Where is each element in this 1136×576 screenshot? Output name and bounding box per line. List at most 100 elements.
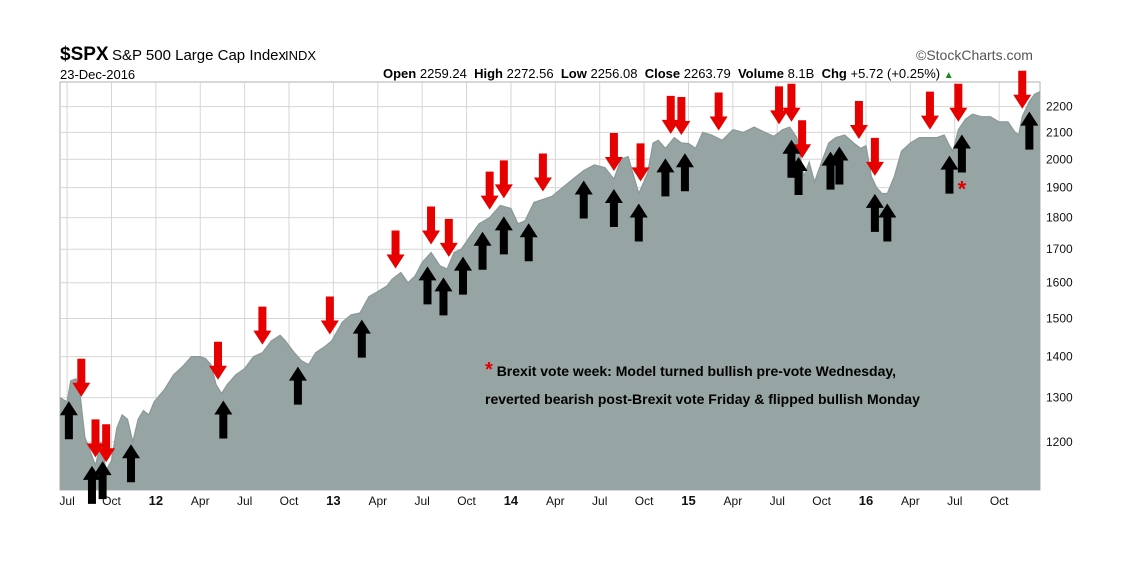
y-axis-ticks: 1200 1300 1400 1500 1600 1700 1800 1900 2000 2100… [1046, 100, 1073, 449]
x-tick-label: Apr [724, 494, 743, 508]
x-tick-label: Oct [990, 494, 1009, 508]
x-tick-label: 13 [326, 493, 340, 508]
x-tick-label: Apr [191, 494, 210, 508]
volume-value: 8.1B [787, 66, 815, 81]
y-tick-label: 2100 [1046, 125, 1073, 139]
bearish-arrow-icon [604, 133, 623, 172]
x-tick-label: Jul [237, 494, 252, 508]
bearish-arrow-icon [320, 296, 339, 335]
bearish-arrow-icon [631, 143, 650, 182]
bullish-arrow-icon [675, 153, 694, 192]
exchange-label: INDX [285, 48, 317, 63]
close-value: 2263.79 [683, 66, 731, 81]
index-name: S&P 500 Large Cap Index [112, 47, 287, 64]
annotation-star: * [485, 359, 493, 381]
bearish-arrow-icon [949, 83, 968, 122]
bearish-arrow-icon [480, 171, 499, 210]
bullish-arrow-icon [214, 400, 233, 439]
bearish-arrow-icon [86, 419, 105, 458]
bullish-arrow-icon [604, 189, 623, 228]
bullish-arrow-icon [454, 256, 473, 295]
bullish-arrow-icon [878, 203, 897, 242]
bearish-arrow-icon [1013, 70, 1032, 109]
bullish-arrow-icon [122, 444, 141, 483]
x-tick-label: Oct [102, 494, 121, 508]
open-label: Open [383, 66, 417, 81]
y-tick-label: 1800 [1046, 211, 1073, 225]
bullish-arrow-icon [288, 366, 307, 405]
bullish-arrow-icon [1020, 111, 1039, 150]
bullish-arrow-icon [789, 157, 808, 196]
bearish-arrow-icon [253, 306, 272, 345]
x-tick-label: Jul [592, 494, 607, 508]
bearish-arrow-icon [386, 230, 405, 269]
bearish-arrow-icon [920, 91, 939, 130]
bearish-arrow-icon [709, 92, 728, 131]
bullish-arrow-icon [656, 158, 675, 197]
high-label: High [474, 66, 503, 81]
y-tick-label: 1400 [1046, 350, 1073, 364]
bullish-arrow-icon [352, 319, 371, 358]
low-label: Low [560, 66, 587, 81]
open-value: 2259.24 [419, 66, 467, 81]
bullish-arrow-icon [865, 193, 884, 232]
x-tick-label: 16 [859, 493, 873, 508]
bullish-arrow-icon [782, 139, 801, 178]
bearish-arrow-icon [770, 86, 789, 125]
x-tick-label: Jul [770, 494, 785, 508]
y-tick-label: 1700 [1046, 242, 1073, 256]
y-tick-label: 1200 [1046, 435, 1073, 449]
price-line [59, 91, 1041, 472]
x-tick-label: 12 [149, 493, 163, 508]
bullish-arrow-icon [434, 277, 453, 316]
bullish-arrow-icon [82, 465, 101, 504]
bearish-arrow-icon [97, 424, 116, 463]
bearish-arrow-icon [672, 96, 691, 135]
volume-label: Volume [737, 66, 784, 81]
brexit-annotation: * Brexit vote week: Model turned bullish… [485, 356, 920, 413]
bullish-arrow-icon [59, 401, 78, 440]
chart-date: 23-Dec-2016 [60, 67, 136, 82]
ticker-symbol: $SPX [60, 44, 109, 65]
bearish-arrow-icon [209, 341, 228, 380]
bullish-arrow-icon [494, 216, 513, 255]
y-tick-label: 1600 [1046, 276, 1073, 290]
x-tick-label: 14 [504, 493, 519, 508]
ohlc-bar: Open 2259.24 High 2272.56 Low 2256.08 Cl… [383, 66, 954, 81]
bearish-arrow-icon [782, 83, 801, 122]
bullish-arrow-icon [629, 203, 648, 242]
x-tick-label: Apr [546, 494, 565, 508]
x-tick-label: Oct [635, 494, 654, 508]
bearish-arrow-icon [849, 101, 868, 140]
bearish-arrow-icon [439, 218, 458, 257]
up-triangle-icon: ▲ [943, 70, 954, 81]
low-value: 2256.08 [590, 66, 638, 81]
change-value: +5.72 (+0.25%) [850, 66, 941, 81]
x-tick-label: 15 [681, 493, 695, 508]
bearish-arrow-icon [793, 120, 812, 159]
bearish-arrow-icon [865, 137, 884, 176]
x-tick-label: Oct [812, 494, 831, 508]
signal-arrows: * [59, 70, 1039, 504]
x-tick-label: Oct [457, 494, 476, 508]
x-tick-label: Oct [280, 494, 299, 508]
x-tick-label: Apr [901, 494, 920, 508]
bullish-arrow-icon [418, 266, 437, 305]
bearish-arrow-icon [494, 160, 513, 199]
annotation-line-1: Brexit vote week: Model turned bullish p… [496, 363, 897, 379]
close-label: Close [644, 66, 681, 81]
brand-watermark: ©StockCharts.com [916, 47, 1033, 63]
bullish-arrow-icon [519, 223, 538, 262]
y-tick-label: 1900 [1046, 181, 1073, 195]
bearish-arrow-icon [72, 358, 91, 397]
x-tick-label: Apr [368, 494, 387, 508]
y-tick-label: 1300 [1046, 391, 1073, 405]
bearish-arrow-icon [533, 153, 552, 192]
x-axis-ticks: Jul Oct 12 Apr Jul Oct 13 Apr Jul Oct 14 Apr Jul Oct 1… [59, 493, 1009, 508]
bullish-arrow-icon [952, 134, 971, 173]
annotation-line-2: reverted bearish post-Brexit vote Friday… [485, 391, 920, 407]
bullish-arrow-icon [830, 146, 849, 185]
high-value: 2272.56 [506, 66, 554, 81]
bullish-arrow-icon [821, 151, 840, 190]
y-tick-label: 2200 [1046, 100, 1073, 114]
